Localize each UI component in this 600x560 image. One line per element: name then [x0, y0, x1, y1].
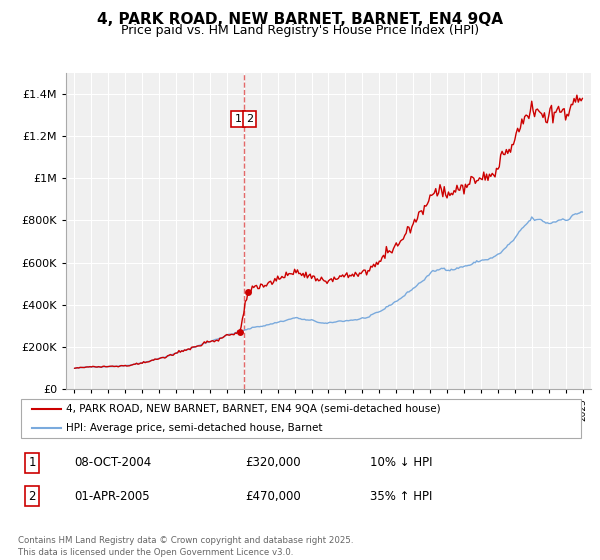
Text: 1: 1 — [28, 456, 36, 469]
Text: 01-APR-2005: 01-APR-2005 — [75, 490, 151, 503]
Text: 10% ↓ HPI: 10% ↓ HPI — [370, 456, 432, 469]
Text: 4, PARK ROAD, NEW BARNET, BARNET, EN4 9QA: 4, PARK ROAD, NEW BARNET, BARNET, EN4 9Q… — [97, 12, 503, 27]
Text: Price paid vs. HM Land Registry's House Price Index (HPI): Price paid vs. HM Land Registry's House … — [121, 24, 479, 37]
Text: 08-OCT-2004: 08-OCT-2004 — [75, 456, 152, 469]
Text: 2: 2 — [28, 490, 36, 503]
Text: £470,000: £470,000 — [245, 490, 301, 503]
Text: £320,000: £320,000 — [245, 456, 301, 469]
Text: 35% ↑ HPI: 35% ↑ HPI — [370, 490, 432, 503]
Text: 4, PARK ROAD, NEW BARNET, BARNET, EN4 9QA (semi-detached house): 4, PARK ROAD, NEW BARNET, BARNET, EN4 9Q… — [66, 404, 441, 414]
Text: 1: 1 — [235, 114, 241, 124]
Text: 2: 2 — [246, 114, 253, 124]
Text: HPI: Average price, semi-detached house, Barnet: HPI: Average price, semi-detached house,… — [66, 423, 323, 433]
FancyBboxPatch shape — [21, 399, 581, 438]
Text: Contains HM Land Registry data © Crown copyright and database right 2025.
This d: Contains HM Land Registry data © Crown c… — [18, 536, 353, 557]
